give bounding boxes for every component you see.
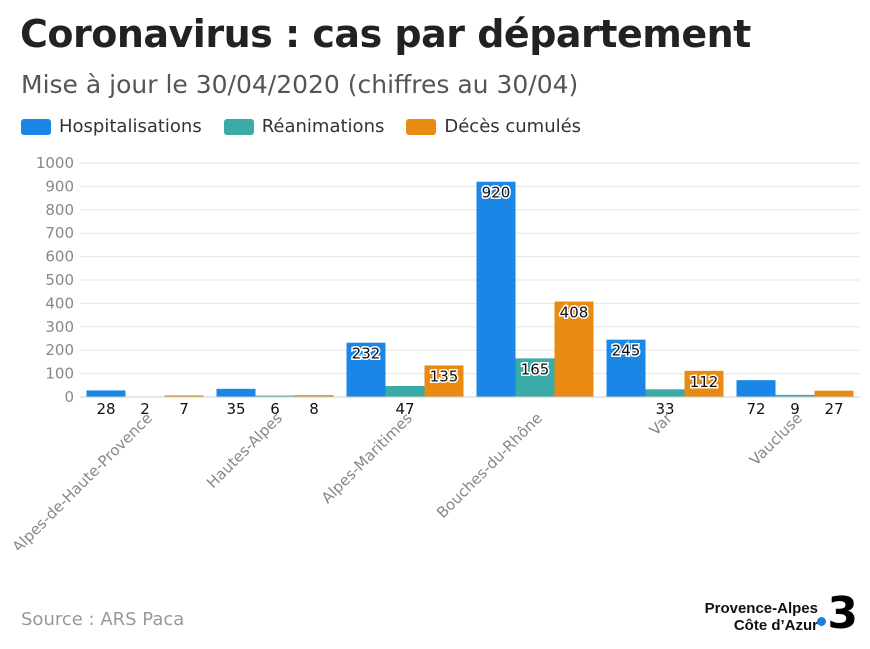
legend: Hospitalisations Réanimations Décès cumu… <box>21 116 581 137</box>
data-label: 112 <box>690 373 719 391</box>
bar[interactable] <box>476 181 516 397</box>
y-tick-label: 0 <box>64 388 74 406</box>
legend-item-hospitalisations[interactable]: Hospitalisations <box>21 116 202 137</box>
y-tick-label: 600 <box>45 248 74 266</box>
bar[interactable] <box>346 342 386 397</box>
bar[interactable] <box>736 380 776 397</box>
bar[interactable] <box>164 395 204 397</box>
bar[interactable] <box>645 389 685 397</box>
y-tick-label: 100 <box>45 365 74 383</box>
bar[interactable] <box>814 390 854 397</box>
y-tick-label: 200 <box>45 341 74 359</box>
x-tick-label: Alpes-de-Haute-Provence <box>9 409 156 550</box>
brand-line-2: Côte d’Azur <box>733 617 818 634</box>
bar[interactable] <box>86 390 126 397</box>
bar[interactable] <box>515 358 555 397</box>
data-label: 2 <box>140 400 150 418</box>
data-label: 47 <box>395 400 414 418</box>
x-tick-label: Bouches-du-Rhône <box>433 409 546 522</box>
brand-number: 3 <box>827 588 858 639</box>
y-tick-label: 400 <box>45 294 74 312</box>
data-label: 33 <box>655 400 674 418</box>
legend-item-deces[interactable]: Décès cumulés <box>406 116 581 137</box>
data-label: 35 <box>226 400 245 418</box>
data-label: 245 <box>612 342 641 360</box>
brand-line-1: Provence-Alpes <box>704 600 818 617</box>
data-label: 28 <box>96 400 115 418</box>
y-tick-label: 500 <box>45 271 74 289</box>
data-label: 6 <box>270 400 280 418</box>
legend-label-reanimations: Réanimations <box>261 116 385 137</box>
data-label: 135 <box>430 367 459 385</box>
bar[interactable] <box>255 395 295 397</box>
y-tick-label: 1000 <box>36 154 74 172</box>
source-note: Source : ARS Paca <box>21 609 185 630</box>
y-tick-label: 300 <box>45 318 74 336</box>
data-label: 8 <box>309 400 319 418</box>
bar[interactable] <box>216 388 256 397</box>
bar[interactable] <box>294 395 334 397</box>
legend-swatch-reanimations <box>223 118 254 135</box>
y-tick-label: 900 <box>45 177 74 195</box>
bar[interactable] <box>775 394 815 397</box>
bar[interactable] <box>424 365 464 397</box>
chart-title: Coronavirus : cas par département <box>20 12 751 56</box>
bar[interactable] <box>385 386 425 397</box>
brand-logo-text: Provence-Alpes Côte d’Azur <box>705 600 818 634</box>
chart-subtitle: Mise à jour le 30/04/2020 (chiffres au 3… <box>21 70 579 99</box>
data-label: 165 <box>521 360 550 378</box>
legend-swatch-deces <box>406 118 437 135</box>
legend-label-hospitalisations: Hospitalisations <box>59 116 202 137</box>
y-tick-label: 700 <box>45 224 74 242</box>
data-label: 7 <box>179 400 189 418</box>
data-label: 27 <box>824 400 843 418</box>
data-label: 920 <box>482 184 511 202</box>
legend-label-deces: Décès cumulés <box>444 116 582 137</box>
y-tick-label: 800 <box>45 201 74 219</box>
legend-swatch-hospitalisations <box>21 118 51 135</box>
bar[interactable] <box>554 301 594 397</box>
x-tick-label: Hautes-Alpes <box>203 409 286 492</box>
data-label: 72 <box>746 400 765 418</box>
legend-item-reanimations[interactable]: Réanimations <box>223 116 385 137</box>
data-label: 232 <box>352 345 381 363</box>
brand-dot-icon <box>817 617 826 626</box>
bar[interactable] <box>684 370 724 397</box>
x-tick-label: Alpes-Maritimes <box>318 409 416 507</box>
bar[interactable] <box>606 339 646 397</box>
data-label: 408 <box>560 304 589 322</box>
x-tick-label: Vaucluse <box>746 409 806 469</box>
data-label: 9 <box>790 400 800 418</box>
